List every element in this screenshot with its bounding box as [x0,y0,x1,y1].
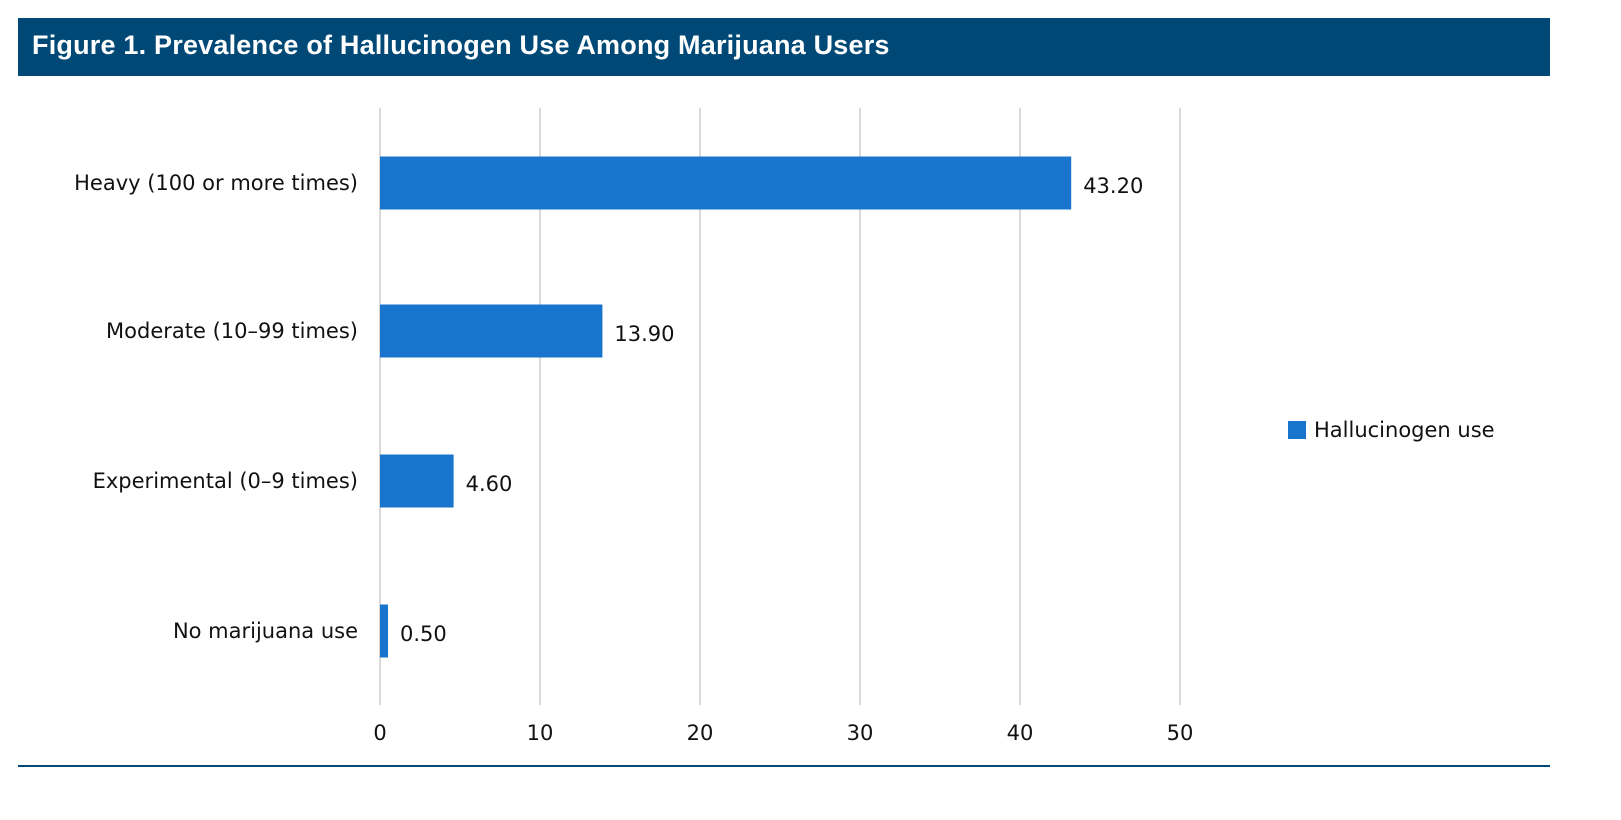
bar [380,604,388,658]
legend-swatch [1288,421,1306,439]
chart-title: Figure 1. Prevalence of Hallucinogen Use… [32,30,890,60]
category-label: Moderate (10–99 times) [106,319,358,343]
bar [380,156,1072,210]
x-tick-label: 20 [687,721,714,745]
title-bar: Figure 1. Prevalence of Hallucinogen Use… [18,18,1550,76]
bar [380,304,603,358]
legend-label: Hallucinogen use [1314,418,1495,442]
bar [380,454,454,508]
data-label: 13.90 [614,322,674,346]
legend: Hallucinogen use [1288,418,1495,442]
x-tick-label: 30 [847,721,874,745]
x-tick-label: 40 [1007,721,1034,745]
x-tick-label: 0 [373,721,386,745]
data-label: 4.60 [466,472,513,496]
category-label: Heavy (100 or more times) [74,171,358,195]
data-label: 0.50 [400,622,447,646]
category-label: Experimental (0–9 times) [93,469,358,493]
x-tick-label: 10 [527,721,554,745]
data-label: 43.20 [1083,174,1143,198]
x-tick-label: 50 [1167,721,1194,745]
category-label: No marijuana use [173,619,358,643]
bottom-rule [18,765,1550,767]
